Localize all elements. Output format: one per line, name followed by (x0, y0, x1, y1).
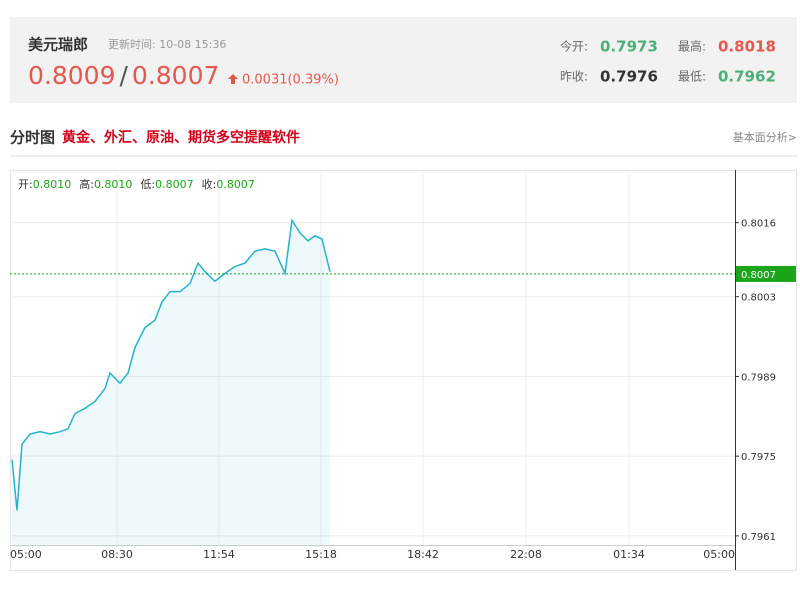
stat-value: 0.7973 (600, 38, 658, 56)
x-tick-label: 01:34 (613, 548, 645, 561)
summary-value: 0.8007 (155, 178, 194, 191)
x-tick-label: 15:18 (305, 548, 337, 561)
y-tick-label: 0.7989 (741, 372, 776, 383)
last-price-box (736, 265, 796, 282)
last-price-label: 0.8007 (741, 270, 776, 281)
y-tick-label: 0.7975 (741, 452, 776, 463)
x-tick-label: 05:00 (703, 548, 735, 561)
quote: 0.8009/0.8007 (28, 61, 219, 90)
area-fill (12, 220, 330, 545)
change: 0.0031(0.39%) (242, 73, 339, 88)
price-line (11, 218, 331, 511)
y-tick-label: 0.8016 (741, 219, 776, 230)
stat-label: 今开: (560, 39, 588, 54)
promo-link[interactable]: 黄金、外汇、原油、期货多空提醒软件 (62, 129, 300, 146)
stat-value: 0.7976 (600, 68, 658, 86)
update-time: 更新时间: 10-08 15:36 (108, 37, 226, 51)
separator: / (119, 61, 128, 90)
up-arrow (228, 74, 238, 84)
x-tick-label: 08:30 (101, 548, 133, 561)
title: 美元瑞郎 (28, 36, 88, 54)
stat-label: 昨收: (560, 70, 588, 84)
summary-value: 0.8010 (33, 178, 72, 191)
header-panel (10, 17, 797, 103)
x-tick-label: 11:54 (203, 548, 235, 561)
ohlc-summary: 开:0.8010 高:0.8010 低:0.8007 收:0.8007 (18, 177, 255, 191)
stat-label: 最高: (678, 39, 706, 54)
chart-frame (10, 170, 797, 571)
plot (10, 170, 735, 546)
summary-label: 高: (79, 177, 94, 191)
analysis-link[interactable]: 基本面分析> (733, 130, 797, 144)
stat-label: 最低: (678, 70, 706, 84)
x-tick-label: 18:42 (407, 548, 439, 561)
x-tick-label: 05:00 (10, 548, 42, 561)
summary-label: 低: (140, 178, 155, 191)
ask: 0.8007 (132, 61, 219, 90)
summary-value: 0.8010 (94, 178, 133, 191)
summary-label: 开: (18, 178, 33, 191)
stat-value: 0.7962 (718, 68, 776, 86)
x-tick-label: 22:08 (510, 548, 542, 561)
section-title: 分时图 (10, 129, 55, 147)
summary-label: 收: (202, 177, 217, 191)
y-tick-label: 0.8003 (741, 293, 776, 304)
bid: 0.8009 (28, 61, 115, 90)
stat-value: 0.8018 (718, 38, 776, 56)
y-tick-label: 0.7961 (741, 532, 776, 543)
summary-value: 0.8007 (216, 178, 255, 191)
